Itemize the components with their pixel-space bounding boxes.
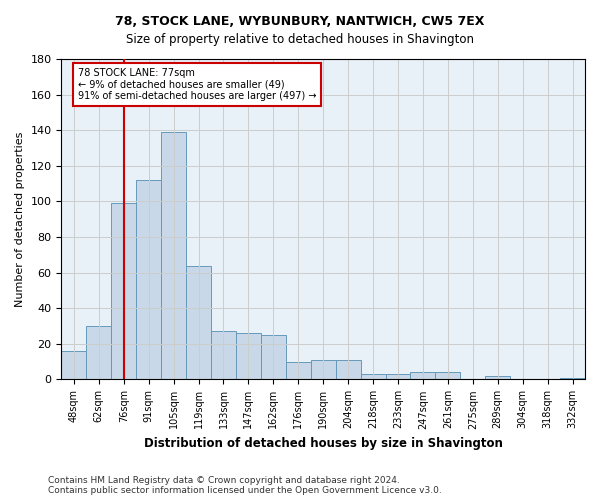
Bar [286, 362, 311, 380]
Bar [86, 326, 111, 380]
Bar [386, 374, 410, 380]
Bar [186, 266, 211, 380]
Bar [361, 374, 386, 380]
Bar [211, 332, 236, 380]
Text: 78, STOCK LANE, WYBUNBURY, NANTWICH, CW5 7EX: 78, STOCK LANE, WYBUNBURY, NANTWICH, CW5… [115, 15, 485, 28]
Text: Contains HM Land Registry data © Crown copyright and database right 2024.
Contai: Contains HM Land Registry data © Crown c… [48, 476, 442, 495]
Text: Size of property relative to detached houses in Shavington: Size of property relative to detached ho… [126, 32, 474, 46]
Bar [436, 372, 460, 380]
Bar [560, 378, 585, 380]
Bar [335, 360, 361, 380]
Bar [485, 376, 510, 380]
X-axis label: Distribution of detached houses by size in Shavington: Distribution of detached houses by size … [144, 437, 503, 450]
Bar [61, 351, 86, 380]
Bar [261, 335, 286, 380]
Bar [311, 360, 335, 380]
Bar [161, 132, 186, 380]
Y-axis label: Number of detached properties: Number of detached properties [15, 132, 25, 307]
Bar [410, 372, 436, 380]
Bar [236, 333, 261, 380]
Bar [111, 203, 136, 380]
Text: 78 STOCK LANE: 77sqm
← 9% of detached houses are smaller (49)
91% of semi-detach: 78 STOCK LANE: 77sqm ← 9% of detached ho… [77, 68, 316, 101]
Bar [136, 180, 161, 380]
